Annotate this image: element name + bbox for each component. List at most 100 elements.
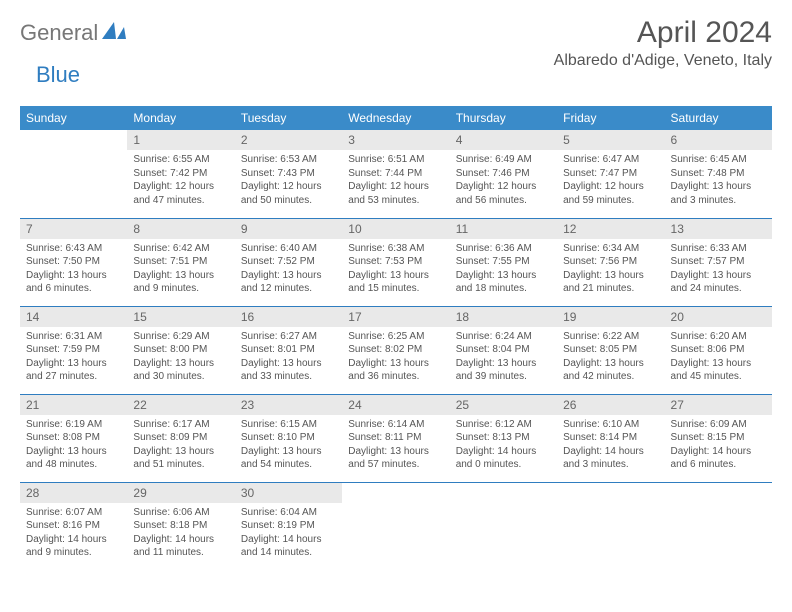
calendar-day-cell: 20Sunrise: 6:20 AMSunset: 8:06 PMDayligh… bbox=[665, 306, 772, 394]
calendar-day-cell bbox=[450, 482, 557, 570]
daylight-text: Daylight: 13 hours and 33 minutes. bbox=[241, 357, 336, 384]
daylight-text: Daylight: 12 hours and 50 minutes. bbox=[241, 180, 336, 207]
day-number: 8 bbox=[127, 219, 234, 239]
daylight-text: Daylight: 14 hours and 6 minutes. bbox=[671, 445, 766, 472]
sunset-text: Sunset: 8:05 PM bbox=[563, 343, 658, 357]
sunset-text: Sunset: 7:52 PM bbox=[241, 255, 336, 269]
calendar-day-cell bbox=[557, 482, 664, 570]
calendar-day-cell: 24Sunrise: 6:14 AMSunset: 8:11 PMDayligh… bbox=[342, 394, 449, 482]
sunset-text: Sunset: 7:44 PM bbox=[348, 167, 443, 181]
day-details: Sunrise: 6:38 AMSunset: 7:53 PMDaylight:… bbox=[342, 239, 449, 302]
day-details: Sunrise: 6:04 AMSunset: 8:19 PMDaylight:… bbox=[235, 503, 342, 566]
daylight-text: Daylight: 13 hours and 42 minutes. bbox=[563, 357, 658, 384]
sunset-text: Sunset: 8:06 PM bbox=[671, 343, 766, 357]
weekday-header-row: Sunday Monday Tuesday Wednesday Thursday… bbox=[20, 106, 772, 130]
calendar-day-cell: 10Sunrise: 6:38 AMSunset: 7:53 PMDayligh… bbox=[342, 218, 449, 306]
sunrise-text: Sunrise: 6:20 AM bbox=[671, 330, 766, 344]
sunrise-text: Sunrise: 6:07 AM bbox=[26, 506, 121, 520]
sunrise-text: Sunrise: 6:22 AM bbox=[563, 330, 658, 344]
calendar-day-cell: 26Sunrise: 6:10 AMSunset: 8:14 PMDayligh… bbox=[557, 394, 664, 482]
sunset-text: Sunset: 8:13 PM bbox=[456, 431, 551, 445]
calendar-day-cell: 8Sunrise: 6:42 AMSunset: 7:51 PMDaylight… bbox=[127, 218, 234, 306]
calendar-week-row: 1Sunrise: 6:55 AMSunset: 7:42 PMDaylight… bbox=[20, 130, 772, 218]
sunset-text: Sunset: 7:51 PM bbox=[133, 255, 228, 269]
sunrise-text: Sunrise: 6:51 AM bbox=[348, 153, 443, 167]
daylight-text: Daylight: 13 hours and 3 minutes. bbox=[671, 180, 766, 207]
calendar-day-cell: 12Sunrise: 6:34 AMSunset: 7:56 PMDayligh… bbox=[557, 218, 664, 306]
sunset-text: Sunset: 8:18 PM bbox=[133, 519, 228, 533]
daylight-text: Daylight: 13 hours and 21 minutes. bbox=[563, 269, 658, 296]
day-details: Sunrise: 6:06 AMSunset: 8:18 PMDaylight:… bbox=[127, 503, 234, 566]
daylight-text: Daylight: 14 hours and 11 minutes. bbox=[133, 533, 228, 560]
sunrise-text: Sunrise: 6:36 AM bbox=[456, 242, 551, 256]
calendar-day-cell bbox=[665, 482, 772, 570]
sunrise-text: Sunrise: 6:29 AM bbox=[133, 330, 228, 344]
day-details: Sunrise: 6:19 AMSunset: 8:08 PMDaylight:… bbox=[20, 415, 127, 478]
day-number: 9 bbox=[235, 219, 342, 239]
day-number: 14 bbox=[20, 307, 127, 327]
sunrise-text: Sunrise: 6:10 AM bbox=[563, 418, 658, 432]
sunset-text: Sunset: 7:57 PM bbox=[671, 255, 766, 269]
daylight-text: Daylight: 13 hours and 18 minutes. bbox=[456, 269, 551, 296]
day-details: Sunrise: 6:29 AMSunset: 8:00 PMDaylight:… bbox=[127, 327, 234, 390]
day-details: Sunrise: 6:53 AMSunset: 7:43 PMDaylight:… bbox=[235, 150, 342, 213]
calendar-day-cell: 14Sunrise: 6:31 AMSunset: 7:59 PMDayligh… bbox=[20, 306, 127, 394]
day-number: 23 bbox=[235, 395, 342, 415]
day-number: 26 bbox=[557, 395, 664, 415]
day-number: 7 bbox=[20, 219, 127, 239]
day-details: Sunrise: 6:51 AMSunset: 7:44 PMDaylight:… bbox=[342, 150, 449, 213]
day-details: Sunrise: 6:07 AMSunset: 8:16 PMDaylight:… bbox=[20, 503, 127, 566]
daylight-text: Daylight: 14 hours and 9 minutes. bbox=[26, 533, 121, 560]
sunset-text: Sunset: 7:42 PM bbox=[133, 167, 228, 181]
day-number: 28 bbox=[20, 483, 127, 503]
weekday-header: Thursday bbox=[450, 106, 557, 130]
sunrise-text: Sunrise: 6:53 AM bbox=[241, 153, 336, 167]
calendar-day-cell: 5Sunrise: 6:47 AMSunset: 7:47 PMDaylight… bbox=[557, 130, 664, 218]
sunrise-text: Sunrise: 6:49 AM bbox=[456, 153, 551, 167]
day-details: Sunrise: 6:40 AMSunset: 7:52 PMDaylight:… bbox=[235, 239, 342, 302]
day-number: 10 bbox=[342, 219, 449, 239]
calendar-day-cell: 29Sunrise: 6:06 AMSunset: 8:18 PMDayligh… bbox=[127, 482, 234, 570]
sunrise-text: Sunrise: 6:15 AM bbox=[241, 418, 336, 432]
daylight-text: Daylight: 12 hours and 53 minutes. bbox=[348, 180, 443, 207]
weekday-header: Tuesday bbox=[235, 106, 342, 130]
day-number: 18 bbox=[450, 307, 557, 327]
daylight-text: Daylight: 13 hours and 39 minutes. bbox=[456, 357, 551, 384]
calendar-day-cell: 17Sunrise: 6:25 AMSunset: 8:02 PMDayligh… bbox=[342, 306, 449, 394]
calendar-day-cell: 25Sunrise: 6:12 AMSunset: 8:13 PMDayligh… bbox=[450, 394, 557, 482]
sunset-text: Sunset: 8:16 PM bbox=[26, 519, 121, 533]
day-details: Sunrise: 6:33 AMSunset: 7:57 PMDaylight:… bbox=[665, 239, 772, 302]
day-details: Sunrise: 6:15 AMSunset: 8:10 PMDaylight:… bbox=[235, 415, 342, 478]
sunrise-text: Sunrise: 6:31 AM bbox=[26, 330, 121, 344]
sunset-text: Sunset: 8:10 PM bbox=[241, 431, 336, 445]
sunrise-text: Sunrise: 6:09 AM bbox=[671, 418, 766, 432]
sunrise-text: Sunrise: 6:14 AM bbox=[348, 418, 443, 432]
weekday-header: Friday bbox=[557, 106, 664, 130]
day-number: 15 bbox=[127, 307, 234, 327]
day-details: Sunrise: 6:47 AMSunset: 7:47 PMDaylight:… bbox=[557, 150, 664, 213]
calendar-day-cell: 3Sunrise: 6:51 AMSunset: 7:44 PMDaylight… bbox=[342, 130, 449, 218]
day-details: Sunrise: 6:34 AMSunset: 7:56 PMDaylight:… bbox=[557, 239, 664, 302]
calendar-day-cell: 19Sunrise: 6:22 AMSunset: 8:05 PMDayligh… bbox=[557, 306, 664, 394]
brand-logo: General bbox=[20, 20, 128, 46]
day-number: 27 bbox=[665, 395, 772, 415]
day-details: Sunrise: 6:31 AMSunset: 7:59 PMDaylight:… bbox=[20, 327, 127, 390]
day-details: Sunrise: 6:12 AMSunset: 8:13 PMDaylight:… bbox=[450, 415, 557, 478]
day-number: 1 bbox=[127, 130, 234, 150]
calendar-day-cell: 9Sunrise: 6:40 AMSunset: 7:52 PMDaylight… bbox=[235, 218, 342, 306]
day-number: 5 bbox=[557, 130, 664, 150]
day-number: 29 bbox=[127, 483, 234, 503]
daylight-text: Daylight: 14 hours and 14 minutes. bbox=[241, 533, 336, 560]
sunrise-text: Sunrise: 6:25 AM bbox=[348, 330, 443, 344]
day-number: 20 bbox=[665, 307, 772, 327]
daylight-text: Daylight: 13 hours and 48 minutes. bbox=[26, 445, 121, 472]
sunrise-text: Sunrise: 6:17 AM bbox=[133, 418, 228, 432]
calendar-day-cell: 2Sunrise: 6:53 AMSunset: 7:43 PMDaylight… bbox=[235, 130, 342, 218]
daylight-text: Daylight: 13 hours and 51 minutes. bbox=[133, 445, 228, 472]
weekday-header: Wednesday bbox=[342, 106, 449, 130]
weekday-header: Sunday bbox=[20, 106, 127, 130]
daylight-text: Daylight: 13 hours and 15 minutes. bbox=[348, 269, 443, 296]
sunrise-text: Sunrise: 6:12 AM bbox=[456, 418, 551, 432]
calendar-day-cell: 1Sunrise: 6:55 AMSunset: 7:42 PMDaylight… bbox=[127, 130, 234, 218]
sunrise-text: Sunrise: 6:45 AM bbox=[671, 153, 766, 167]
